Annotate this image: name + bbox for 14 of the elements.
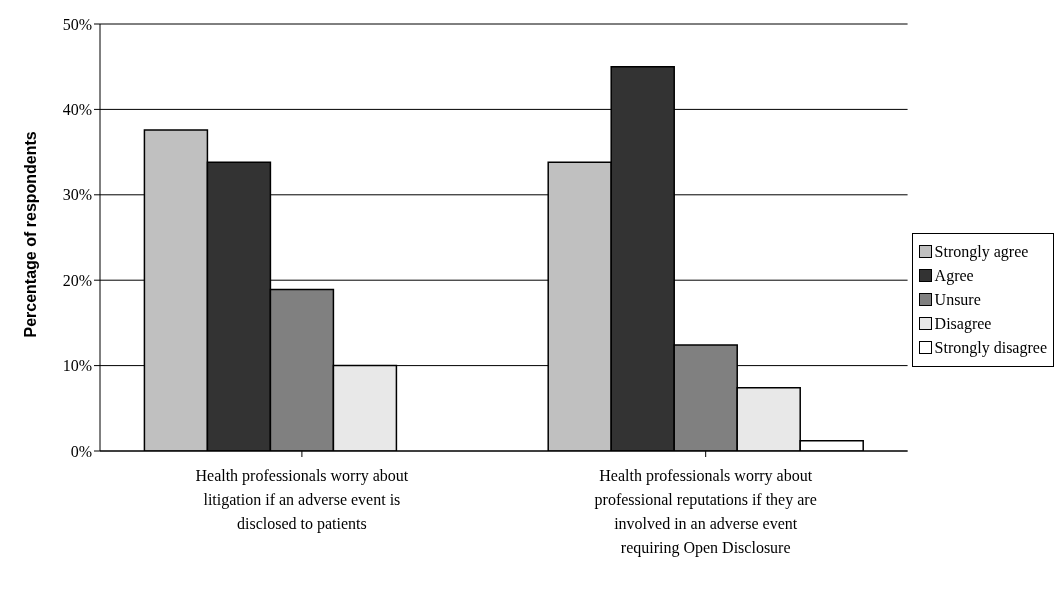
y-axis-title: Percentage of respondents <box>21 131 39 338</box>
x-tick-label: Health professionals worry about litigation if an adverse event is disclosed to patients <box>195 467 409 533</box>
legend-label: Unsure <box>934 289 981 310</box>
legend-label: Agree <box>934 265 974 287</box>
y-tick-label: 20% <box>62 271 92 289</box>
y-tick-label: 50% <box>62 15 92 33</box>
y-tick-label: 0% <box>70 442 92 460</box>
legend-label: Disagree <box>934 313 992 335</box>
y-tick-label: 40% <box>62 101 92 119</box>
x-tick-label: Health professionals worry about professional reputations if they are involved in an adverse event requiring Open Disclosure <box>594 467 817 557</box>
legend-label: Strongly agree <box>934 241 1029 263</box>
legend-label: Strongly disagree <box>934 337 1047 359</box>
y-tick-label: 30% <box>62 186 92 204</box>
y-tick-label: 10% <box>62 357 92 375</box>
